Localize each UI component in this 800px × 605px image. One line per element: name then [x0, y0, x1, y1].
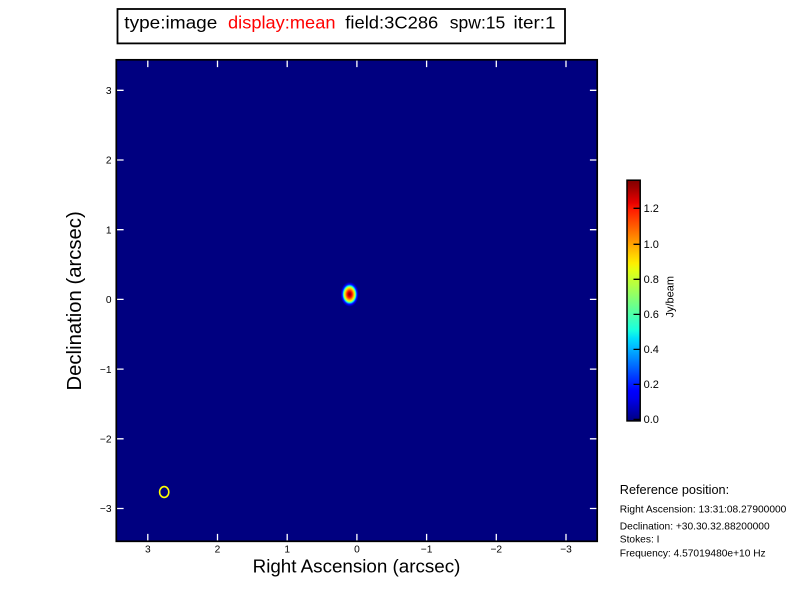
svg-text:1.2: 1.2	[644, 203, 659, 215]
svg-text:−3: −3	[560, 544, 572, 555]
svg-text:0: 0	[354, 544, 360, 555]
svg-text:0.8: 0.8	[644, 274, 659, 286]
svg-text:1: 1	[106, 225, 112, 236]
svg-text:field:3C286: field:3C286	[345, 13, 438, 33]
svg-text:Jy/beam: Jy/beam	[665, 276, 677, 318]
svg-text:3: 3	[145, 544, 151, 555]
svg-text:2: 2	[106, 156, 112, 167]
svg-text:Declination: +30.30.32.8820000: Declination: +30.30.32.88200000	[620, 521, 770, 532]
svg-text:0.6: 0.6	[644, 309, 659, 321]
svg-text:display:mean: display:mean	[228, 13, 336, 33]
svg-text:1: 1	[284, 544, 290, 555]
svg-text:0.0: 0.0	[644, 414, 659, 426]
svg-text:Declination (arcsec): Declination (arcsec)	[64, 211, 86, 390]
svg-text:1.0: 1.0	[644, 239, 659, 251]
svg-text:−2: −2	[490, 544, 502, 555]
svg-text:Frequency: 4.57019480e+10 Hz: Frequency: 4.57019480e+10 Hz	[620, 548, 766, 559]
svg-text:0: 0	[106, 295, 112, 306]
svg-text:iter:1: iter:1	[514, 13, 556, 33]
svg-text:Stokes: I: Stokes: I	[620, 535, 660, 546]
svg-text:0.2: 0.2	[644, 379, 659, 391]
svg-text:2: 2	[215, 544, 221, 555]
svg-text:−1: −1	[421, 544, 433, 555]
svg-text:type:image: type:image	[124, 13, 217, 33]
svg-text:Right Ascension: 13:31:08.2790: Right Ascension: 13:31:08.27900000	[620, 505, 787, 516]
svg-text:3: 3	[106, 86, 112, 97]
svg-text:−1: −1	[100, 365, 112, 376]
svg-text:Right Ascension (arcsec): Right Ascension (arcsec)	[253, 556, 461, 577]
svg-text:−2: −2	[100, 435, 112, 446]
svg-text:spw:15: spw:15	[450, 13, 506, 33]
svg-text:0.4: 0.4	[644, 344, 659, 356]
svg-text:Reference position:: Reference position:	[620, 483, 729, 497]
svg-text:−3: −3	[100, 504, 112, 515]
